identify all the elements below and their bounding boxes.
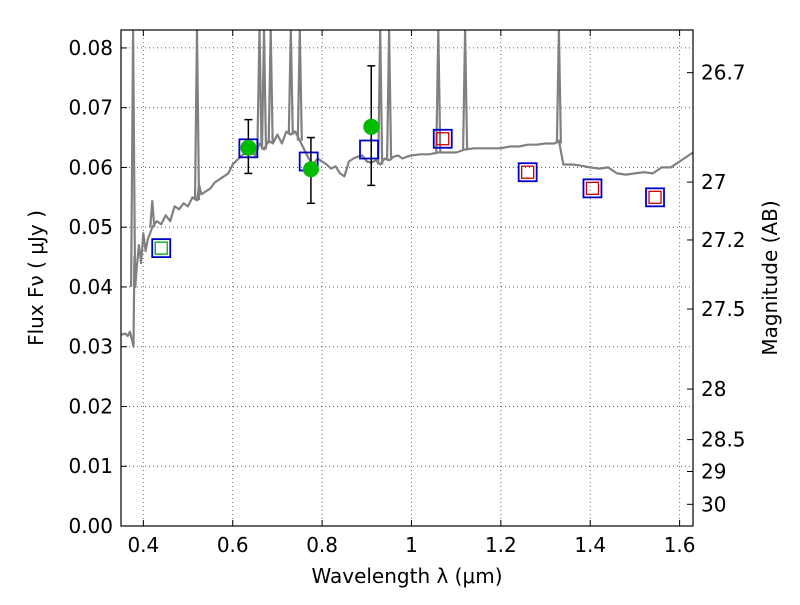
- axes: 0.4 0.6 0.8 1 1.2 1.4 1.6 0.00 0.01 0.02 0.03 0.04 0…: [68, 30, 746, 557]
- x-tick-label: 1.2: [485, 533, 517, 557]
- spectrum-spike: [130, 30, 137, 288]
- model-point: [582, 178, 603, 199]
- spectrum-line: [121, 130, 693, 348]
- x-tick-label: 0.8: [306, 533, 338, 557]
- model-point: [645, 187, 665, 208]
- observed-point: [363, 118, 380, 135]
- x-tick-label: 1: [405, 533, 418, 557]
- mag-tick-label: 29: [701, 459, 726, 483]
- y-axis-title: Flux Fν ( μJy ): [24, 210, 48, 346]
- spectrum-spike: [260, 30, 268, 150]
- spectrum-spike: [193, 30, 201, 201]
- inner-point: [521, 165, 535, 179]
- mag-tick-label: 26.7: [701, 61, 746, 85]
- spectrum-spike: [435, 30, 442, 153]
- mag-tick-label: 27.2: [701, 228, 746, 252]
- y-tick-label: 0.01: [68, 454, 113, 478]
- y-tick-label: 0.02: [68, 394, 113, 418]
- y-tick-label: 0.00: [68, 514, 113, 538]
- x-axis-title: Wavelength λ (μm): [311, 564, 502, 588]
- y-tick-label: 0.05: [68, 215, 113, 239]
- mag-tick-label: 28.5: [701, 428, 746, 452]
- data-layer: [121, 30, 693, 348]
- plot-frame: [120, 29, 694, 527]
- observed-point: [240, 139, 257, 156]
- spectrum-spike: [296, 30, 303, 141]
- inner-point: [436, 132, 450, 146]
- spectrum-spike: [267, 30, 274, 144]
- spectrum-spike: [287, 30, 294, 135]
- y-tick-label: 0.04: [68, 275, 113, 299]
- inner-point: [154, 241, 168, 255]
- mag-tick-label: 28: [701, 377, 726, 401]
- x-tick-label: 1.6: [664, 533, 696, 557]
- model-point: [432, 128, 453, 149]
- y2-axis-title: Magnitude (AB): [758, 200, 782, 355]
- x-tick-label: 0.6: [217, 533, 249, 557]
- spectrum-spike: [377, 30, 384, 165]
- y-tick-label: 0.06: [68, 155, 113, 179]
- model-point: [517, 162, 538, 183]
- x-tick-label: 0.4: [127, 533, 159, 557]
- model-point: [151, 238, 172, 259]
- observed-point: [302, 161, 319, 178]
- spectrum-spike: [256, 30, 263, 144]
- plot-background: [121, 30, 693, 526]
- y-tick-label: 0.07: [68, 96, 113, 120]
- x-tick-label: 1.4: [574, 533, 606, 557]
- mag-tick-label: 27: [701, 170, 726, 194]
- y-tick-label: 0.08: [68, 36, 113, 60]
- model-point: [359, 139, 379, 160]
- mag-tick-label: 30: [701, 492, 726, 516]
- y-tick-label: 0.03: [68, 335, 113, 359]
- inner-point: [585, 181, 600, 196]
- spectrum-spike: [386, 30, 393, 161]
- spectrum-spike: [462, 30, 469, 150]
- spectrum-spike: [149, 200, 156, 228]
- inner-point: [648, 190, 662, 204]
- mag-tick-label: 27.5: [701, 297, 746, 321]
- spectrum-spike: [555, 30, 562, 144]
